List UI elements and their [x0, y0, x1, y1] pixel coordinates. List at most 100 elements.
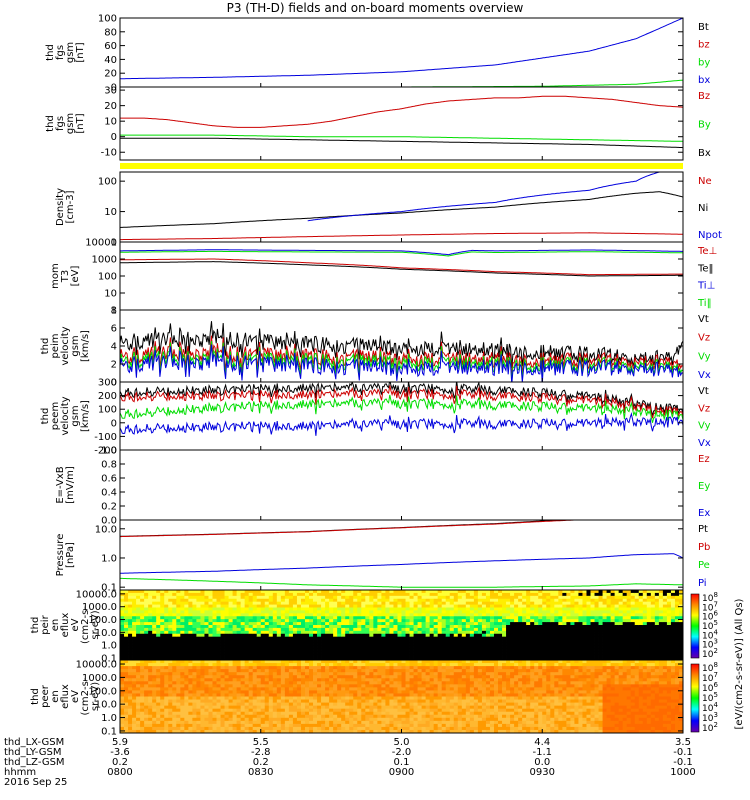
series-fgs-gsm-mag-bx [120, 18, 683, 80]
ylabel-fgs-gsm-comp: gsm [65, 113, 76, 134]
legend-peem-velocity-Vz: Vz [698, 403, 710, 414]
spectrogram-peer-eflux [120, 660, 683, 733]
ytick-label-temperature: 100 [98, 272, 117, 283]
series-peem-velocity-Vz [120, 385, 683, 419]
ytick-label-peer-eflux: 100.0 [88, 686, 117, 697]
ytick-label-fgs-gsm-mag: 40 [104, 55, 117, 66]
legend-density-Npot: Npot [698, 230, 722, 241]
series-density-Ni [120, 191, 683, 228]
xaxis-row-value: 3.5 [675, 737, 691, 748]
ylabel-density: [cm-3] [65, 190, 76, 223]
ytick-label-fgs-gsm-mag: 100 [98, 14, 117, 25]
series-fgs-gsm-comp-Bz [120, 95, 683, 128]
ylabel-peem-velocity: velocity [60, 396, 71, 435]
series-temperature-Ti⊥ [120, 249, 683, 256]
ytick-label-peem-velocity: -200 [94, 446, 117, 457]
legend-density-Ni: Ni [698, 203, 708, 214]
ytick-label-peim-velocity: 0 [111, 378, 117, 389]
ytick-label-density: 10 [104, 207, 117, 218]
ylabel-peir-eflux: (cm2-s- [80, 606, 91, 644]
ytick-label-density: 1 [111, 238, 117, 249]
ylabel-fgs-gsm-comp: fgs [55, 116, 66, 131]
ytick-label-peir-eflux: 1000.0 [82, 602, 117, 613]
legend-peim-velocity-Vx: Vx [698, 370, 711, 381]
ytick-label-efield: 0.2 [101, 502, 117, 513]
ytick-label-peir-eflux: 100.0 [88, 615, 117, 626]
ytick-label-peir-eflux: 10000.0 [76, 589, 117, 600]
legend-pressure-Pe: Pe [698, 560, 710, 571]
ylabel-peir-eflux: eflux [60, 613, 71, 638]
ylabel-fgs-gsm-mag: fgs [55, 45, 66, 60]
ytick-label-peem-velocity: 200 [98, 391, 117, 402]
ylabel-peim-velocity: velocity [60, 326, 71, 365]
ytick-label-fgs-gsm-mag: 60 [104, 41, 117, 52]
xaxis-row-value: 1000 [670, 767, 695, 778]
ylabel-efield: [mV/m] [65, 466, 76, 504]
xaxis-row-label: hhmm [4, 767, 36, 778]
ytick-label-pressure: 10.0 [95, 524, 117, 535]
xaxis-row-value: -0.1 [673, 757, 693, 768]
ytick-label-temperature: 1000 [92, 255, 117, 266]
ylabel-peir-eflux: en [50, 619, 61, 632]
ylabel-temperature: [eV] [70, 266, 81, 287]
ylabel-fgs-gsm-mag: gsm [65, 42, 76, 63]
ytick-label-peir-eflux: 1.0 [101, 641, 117, 652]
series-peim-velocity-Vt [120, 321, 683, 371]
ylabel-peem-velocity: gsm [70, 405, 81, 426]
xaxis-row-label: thd_LY-GSM [4, 747, 61, 758]
series-fgs-gsm-comp-By [120, 134, 683, 142]
ylabel-pressure: [nPa] [65, 542, 76, 568]
ytick-label-temperature: 10 [104, 289, 117, 300]
panel-fgs-gsm-comp: 30 20 10 0 -10 thd fgs gsm [nT] Bz By Bx [45, 86, 711, 161]
legend-temperature-Te‖: Te‖ [697, 263, 714, 274]
ylabel-pressure: Pressure [55, 534, 66, 577]
legend-fgs-gsm-mag-Bt: Bt [698, 22, 709, 33]
ylabel-peim-velocity: gsm [70, 335, 81, 356]
frame-pressure [119, 519, 684, 591]
series-peem-velocity-Vx [120, 411, 683, 436]
xaxis-row-value: -3.6 [110, 747, 130, 758]
panel-temperature: 10000 1000 100 10 1 mom T3 [eV] Te⊥ Te‖ Ti⊥ Ti‖ [50, 238, 717, 317]
ytick-label-pressure: 0.1 [101, 583, 117, 594]
colorbar-strip-1 [690, 593, 700, 659]
legend-peim-velocity-Vt: Vt [698, 314, 709, 325]
series-peem-velocity-Vt [120, 382, 683, 416]
legend-density-Ne: Ne [698, 176, 712, 187]
date-label: 2016 Sep 25 [4, 777, 67, 788]
ytick-label-fgs-gsm-comp: 20 [104, 101, 117, 112]
frame-efield [119, 449, 684, 521]
quality-flag-bar [120, 163, 683, 169]
legend-fgs-gsm-mag-bx: bx [698, 75, 710, 86]
ylabel-efield: E=-VxB [55, 466, 66, 503]
legend-efield-Ez: Ez [698, 454, 710, 465]
ytick-label-peim-velocity: 2 [111, 360, 117, 371]
ylabel-fgs-gsm-mag: [nT] [75, 42, 86, 62]
series-fgs-gsm-mag-by [120, 79, 683, 87]
legend-temperature-Te⊥: Te⊥ [697, 246, 717, 257]
legend-peem-velocity-Vy: Vy [698, 421, 711, 432]
ylabel-peir-eflux: sr-eV) [90, 610, 101, 639]
ytick-label-peim-velocity: 8 [111, 306, 117, 317]
panel-peem-velocity: 300 200 100 0 -100 -200 thd peem velocity gsm [km/… [40, 378, 711, 457]
xaxis-row-value: -2.0 [392, 747, 412, 758]
legend-fgs-gsm-comp-Bx: Bx [698, 148, 711, 159]
ytick-label-peer-eflux: 0.1 [101, 726, 117, 737]
xaxis-row-value: 0800 [107, 767, 132, 778]
xaxis-row-value: 5.9 [112, 737, 128, 748]
ytick-label-fgs-gsm-comp: 0 [111, 132, 117, 143]
frame-density [119, 171, 684, 243]
ylabel-peir-eflux: thd [30, 617, 41, 634]
ylabel-peem-velocity: peem [50, 402, 61, 430]
xaxis-row-value: 0930 [530, 767, 555, 778]
legend-peem-velocity-Vx: Vx [698, 438, 711, 449]
figure-title: P3 (TH-D) fields and on-board moments ov… [226, 1, 524, 15]
ytick-label-peer-eflux: 1.0 [101, 713, 117, 724]
series-peem-velocity-Vy [120, 394, 683, 423]
legend-efield-Ey: Ey [698, 481, 710, 492]
xaxis-row-value: 5.5 [253, 737, 269, 748]
ytick-label-peem-velocity: 0 [111, 418, 117, 429]
ylabel-peim-velocity: [km/s] [80, 330, 91, 362]
xaxis-row-value: 5.0 [394, 737, 410, 748]
